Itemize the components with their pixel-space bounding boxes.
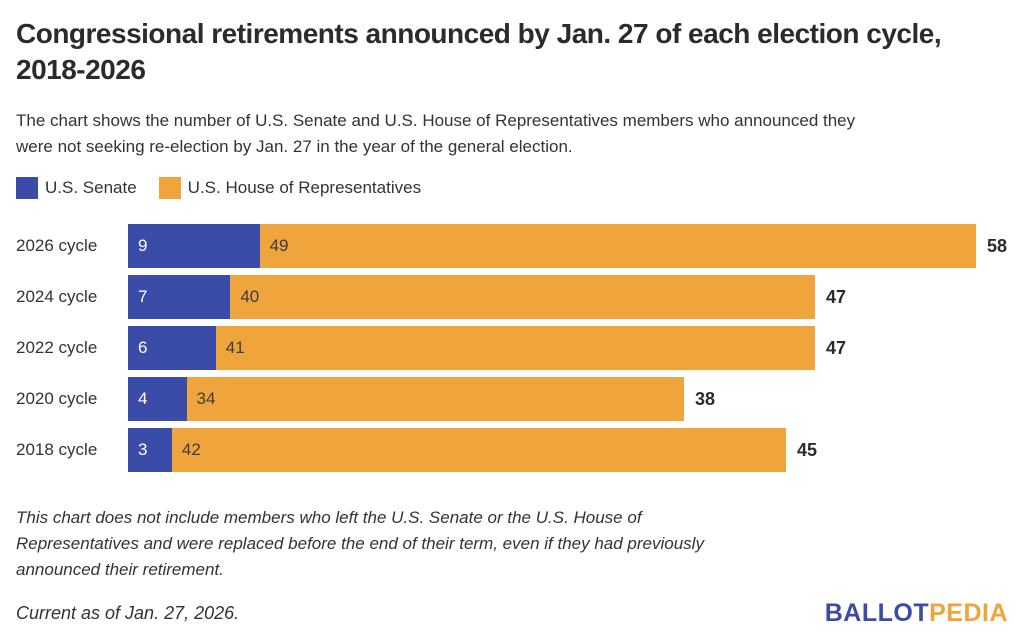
- bar-segment-senate: 3: [128, 428, 172, 472]
- bar-row: 2022 cycle 6 41 47: [16, 326, 1024, 370]
- bar-segment-house: 49: [259, 224, 976, 268]
- total-label: 45: [797, 439, 818, 460]
- chart-footer: Current as of Jan. 27, 2026. BALLOTPEDIA: [16, 599, 1024, 628]
- legend-item-senate: U.S. Senate: [16, 177, 137, 199]
- bar-value-label: 49: [269, 236, 289, 255]
- bar-value-label: 40: [240, 287, 260, 306]
- stacked-bar: 9 49: [128, 224, 976, 268]
- bar-row: 2026 cycle 9 49 58: [16, 224, 1024, 268]
- category-label: 2024 cycle: [16, 287, 98, 306]
- total-label: 58: [987, 235, 1008, 256]
- bar-row: 2020 cycle 4 34 38: [16, 377, 1024, 421]
- total-label: 47: [826, 286, 847, 307]
- bar-value-label: 41: [225, 338, 245, 357]
- bar-value-label: 34: [196, 389, 216, 408]
- bar-chart: 2026 cycle 9 49 58 2024 cycle 7 40 47 2022 cycle…: [16, 224, 1024, 472]
- bar-value-label: 9: [138, 236, 148, 255]
- bar-row: 2018 cycle 3 42 45: [16, 428, 1024, 472]
- ballotpedia-logo: BALLOTPEDIA: [825, 599, 1008, 628]
- page-title-line2: 2018-2026: [16, 54, 146, 85]
- bar-value-label: 3: [138, 440, 148, 459]
- stacked-bar: 4 34: [128, 377, 684, 421]
- bar-segment-house: 40: [230, 275, 815, 319]
- category-label: 2018 cycle: [16, 440, 98, 459]
- legend: U.S. Senate U.S. House of Representative…: [16, 177, 1024, 199]
- bar-segment-house: 34: [186, 377, 684, 421]
- chart-subtitle: The chart shows the number of U.S. Senat…: [16, 111, 856, 156]
- bar-segment-senate: 7: [128, 275, 231, 319]
- total-label: 47: [826, 337, 847, 358]
- chart-footnote: This chart does not include members who …: [16, 508, 704, 579]
- bar-value-label: 42: [181, 440, 201, 459]
- legend-item-house: U.S. House of Representatives: [158, 177, 422, 199]
- logo-ballot-text: BALLOT: [824, 599, 930, 627]
- bar-segment-house: 42: [171, 428, 786, 472]
- legend-label-senate: U.S. Senate: [45, 178, 137, 197]
- house-color-swatch: [158, 177, 181, 199]
- bar-segment-senate: 9: [128, 224, 260, 268]
- senate-color-swatch: [16, 177, 38, 199]
- bar-segment-senate: 6: [128, 326, 216, 370]
- stacked-bar: 3 42: [128, 428, 786, 472]
- bar-value-label: 4: [138, 389, 148, 408]
- bar-value-label: 6: [138, 338, 148, 357]
- category-label: 2026 cycle: [16, 236, 98, 255]
- bar-segment-senate: 4: [128, 377, 187, 421]
- total-label: 38: [695, 388, 716, 409]
- stacked-bar: 7 40: [128, 275, 815, 319]
- category-label: 2020 cycle: [16, 389, 98, 408]
- page-title-line1: Congressional retirements announced by J…: [16, 18, 942, 49]
- stacked-bar: 6 41: [128, 326, 815, 370]
- bar-row: 2024 cycle 7 40 47: [16, 275, 1024, 319]
- page-title: Congressional retirements announced by J…: [16, 16, 1024, 88]
- current-as-of-label: Current as of Jan. 27, 2026.: [16, 603, 240, 623]
- category-label: 2022 cycle: [16, 338, 98, 357]
- bar-value-label: 7: [138, 287, 148, 306]
- logo-pedia-text: PEDIA: [929, 599, 1008, 627]
- bar-segment-house: 41: [215, 326, 815, 370]
- legend-label-house: U.S. House of Representatives: [187, 178, 422, 197]
